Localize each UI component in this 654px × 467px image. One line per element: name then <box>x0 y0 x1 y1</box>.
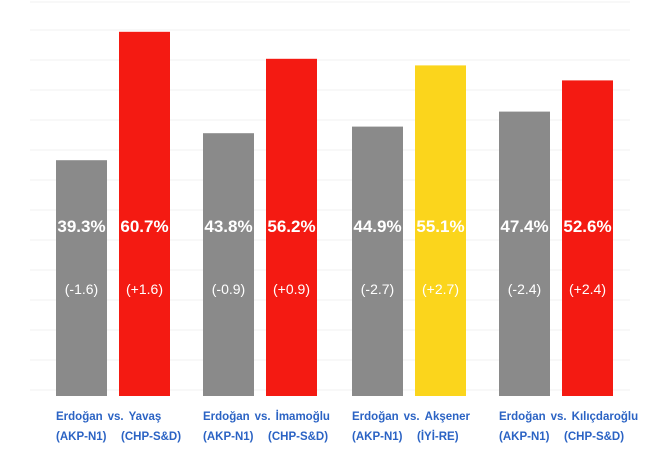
data-label-change: (-2.7) <box>361 281 394 297</box>
left-party-label: (AKP-N1) <box>203 431 254 443</box>
right-party-label: (CHP-S&D) <box>121 431 181 443</box>
right-candidate-name: Kılıçdaroğlu <box>572 411 638 423</box>
data-label-change: (-1.6) <box>65 281 98 297</box>
right-candidate-name: Yavaş <box>129 411 162 423</box>
right-party-label: (CHP-S&D) <box>268 431 328 443</box>
candidate-name-label: Erdoğan vs. İmamoğlu <box>203 410 330 423</box>
right-party-label: (CHP-S&D) <box>564 431 624 443</box>
bar-right-1 <box>119 31 170 397</box>
data-label-change: (+0.9) <box>273 281 310 297</box>
data-label-change: (+2.4) <box>569 281 606 297</box>
data-label-change: (+2.7) <box>422 281 459 297</box>
vs-label: vs. <box>551 411 567 423</box>
data-label-pct: 55.1% <box>416 217 464 236</box>
data-label-change: (+1.6) <box>126 281 163 297</box>
data-label-change: (-2.4) <box>508 281 541 297</box>
left-candidate-name: Erdoğan <box>352 411 399 423</box>
bar-right-4 <box>562 80 613 397</box>
right-candidate-name: İmamoğlu <box>276 410 330 423</box>
data-label-pct: 56.2% <box>267 217 315 236</box>
left-party-label: (AKP-N1) <box>56 431 107 443</box>
left-candidate-name: Erdoğan <box>203 411 250 423</box>
bar-left-4 <box>499 111 550 396</box>
labels: 39.3% (-1.6) 60.7% (+1.6) Erdoğan vs. Yavaş (AK… <box>56 217 638 443</box>
bar-left-2 <box>203 133 254 396</box>
data-label-pct: 43.8% <box>204 217 252 236</box>
data-label-pct: 60.7% <box>120 217 168 236</box>
left-candidate-name: Erdoğan <box>499 411 546 423</box>
vs-label: vs. <box>404 411 420 423</box>
data-label-pct: 52.6% <box>563 217 611 236</box>
candidate-name-label: Erdoğan vs. Kılıçdaroğlu <box>499 411 638 423</box>
left-candidate-name: Erdoğan <box>56 411 103 423</box>
right-party-label: (İYİ-RE) <box>417 430 459 443</box>
bar-left-1 <box>56 160 107 396</box>
candidate-name-label: Erdoğan vs. Yavaş <box>56 411 161 423</box>
data-label-pct: 44.9% <box>353 217 401 236</box>
bar-right-3 <box>415 65 466 397</box>
vs-label: vs. <box>255 411 271 423</box>
left-party-label: (AKP-N1) <box>352 431 403 443</box>
data-label-pct: 39.3% <box>57 217 105 236</box>
vs-label: vs. <box>108 411 124 423</box>
candidate-name-label: Erdoğan vs. Akşener <box>352 411 471 423</box>
bar-right-2 <box>266 58 317 397</box>
data-label-change: (-0.9) <box>212 281 245 297</box>
bar-left-3 <box>352 126 403 396</box>
right-candidate-name: Akşener <box>425 411 471 423</box>
left-party-label: (AKP-N1) <box>499 431 550 443</box>
bars <box>56 31 613 397</box>
data-label-pct: 47.4% <box>500 217 548 236</box>
